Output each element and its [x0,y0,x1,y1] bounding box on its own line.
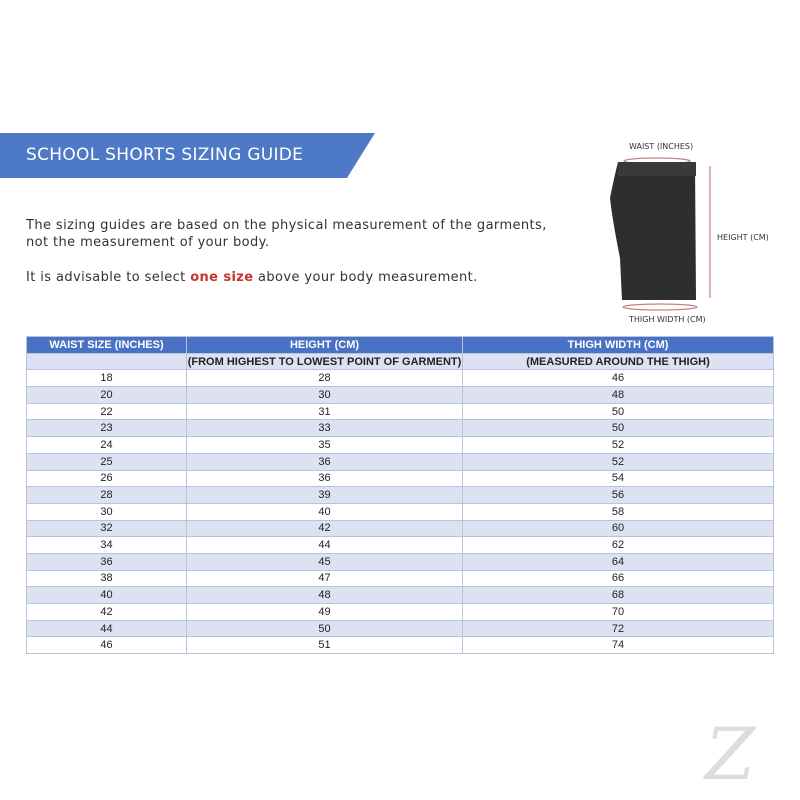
cell-height: 51 [186,636,463,655]
cell-thigh: 72 [462,619,774,638]
cell-height: 30 [186,386,463,404]
advice-text: It is advisable to select one size above… [26,269,478,286]
cell-height: 36 [186,452,463,471]
cell-thigh: 48 [462,386,774,404]
cell-thigh: 62 [462,536,774,554]
table-row: 26 36 54 [26,469,774,488]
cell-thigh: 50 [462,402,774,421]
cell-waist: 32 [26,519,187,538]
cell-height: 49 [186,603,463,621]
shorts-illustration [610,157,711,311]
cell-thigh: 74 [462,636,774,655]
cell-thigh: 46 [462,369,774,388]
cell-thigh: 68 [462,586,774,604]
cell-thigh: 52 [462,452,774,471]
table-row: 24 35 52 [26,436,774,454]
cell-height: 33 [186,419,463,438]
advice-highlight: one size [190,270,254,285]
table-row: 25 36 52 [26,452,774,471]
cell-waist: 23 [26,419,187,438]
table-row: 22 31 50 [26,402,774,421]
page-title: SCHOOL SHORTS SIZING GUIDE [26,145,304,165]
cell-waist: 38 [26,569,187,588]
table-row: 36 45 64 [26,552,774,571]
intro-text: The sizing guides are based on the physi… [26,217,547,251]
cell-waist: 20 [26,386,187,404]
advice-post: above your body measurement. [253,270,478,285]
header-thigh: THIGH WIDTH (CM) [462,336,774,354]
table-row: 34 44 62 [26,536,774,554]
shorts-diagram: WAIST (INCHES) HEIGHT (CM) THIGH WIDTH (… [600,138,800,328]
cell-waist: 25 [26,452,187,471]
table-row: 32 42 60 [26,519,774,538]
subheader-waist [26,352,187,371]
brand-logo: Z [705,712,756,796]
table-row: 46 51 74 [26,636,774,655]
cell-height: 28 [186,369,463,388]
thigh-label: THIGH WIDTH (CM) [629,315,706,324]
cell-waist: 24 [26,436,187,454]
subheader-thigh: (MEASURED AROUND THE THIGH) [462,352,774,371]
cell-height: 36 [186,469,463,488]
cell-thigh: 64 [462,552,774,571]
subheader-row: (FROM HIGHEST TO LOWEST POINT OF GARMENT… [26,352,774,371]
cell-thigh: 66 [462,569,774,588]
cell-waist: 46 [26,636,187,655]
cell-thigh: 50 [462,419,774,438]
header-height: HEIGHT (CM) [186,336,463,354]
cell-thigh: 56 [462,486,774,504]
cell-waist: 40 [26,586,187,604]
cell-height: 48 [186,586,463,604]
table-row: 23 33 50 [26,419,774,438]
cell-waist: 22 [26,402,187,421]
cell-height: 31 [186,402,463,421]
table-row: 18 28 46 [26,369,774,388]
cell-waist: 18 [26,369,187,388]
cell-waist: 36 [26,552,187,571]
cell-thigh: 60 [462,519,774,538]
cell-height: 44 [186,536,463,554]
waist-label: WAIST (INCHES) [629,142,694,151]
cell-waist: 30 [26,502,187,521]
cell-waist: 42 [26,603,187,621]
height-label: HEIGHT (CM) [717,233,769,242]
cell-height: 40 [186,502,463,521]
cell-waist: 28 [26,486,187,504]
table-row: 42 49 70 [26,603,774,621]
cell-thigh: 58 [462,502,774,521]
sizing-table: WAIST SIZE (INCHES) HEIGHT (CM) THIGH WI… [26,336,774,655]
cell-thigh: 52 [462,436,774,454]
header-waist: WAIST SIZE (INCHES) [26,336,187,354]
cell-height: 35 [186,436,463,454]
advice-pre: It is advisable to select [26,270,191,285]
intro-line-2: not the measurement of your body. [26,235,270,250]
intro-line-1: The sizing guides are based on the physi… [26,218,547,233]
title-banner: SCHOOL SHORTS SIZING GUIDE [0,133,375,178]
table-row: 30 40 58 [26,502,774,521]
cell-waist: 26 [26,469,187,488]
subheader-height: (FROM HIGHEST TO LOWEST POINT OF GARMENT… [186,352,463,371]
cell-height: 39 [186,486,463,504]
cell-height: 47 [186,569,463,588]
cell-waist: 44 [26,619,187,638]
table-row: 28 39 56 [26,486,774,504]
table-row: 20 30 48 [26,386,774,404]
table-row: 38 47 66 [26,569,774,588]
table-row: 40 48 68 [26,586,774,604]
header-row: WAIST SIZE (INCHES) HEIGHT (CM) THIGH WI… [26,336,774,354]
cell-thigh: 70 [462,603,774,621]
table-row: 44 50 72 [26,619,774,638]
cell-thigh: 54 [462,469,774,488]
cell-height: 45 [186,552,463,571]
cell-height: 50 [186,619,463,638]
cell-waist: 34 [26,536,187,554]
cell-height: 42 [186,519,463,538]
